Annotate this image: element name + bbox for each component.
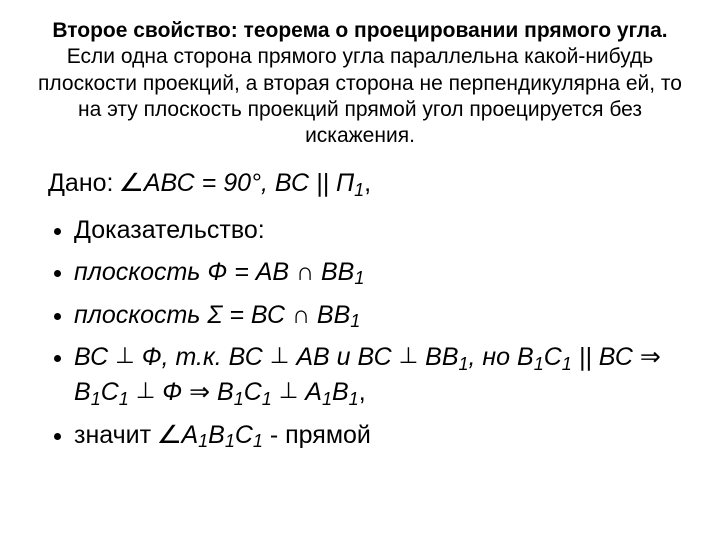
heading-rest: Если одна сторона прямого угла параллель… xyxy=(38,45,682,147)
given-line: Дано: ∠АВС = 90°, ВС || П1, xyxy=(48,167,682,202)
given-expr: ∠АВС = 90°, ВС || П1 xyxy=(120,169,364,197)
angle-symbol: ∠ xyxy=(156,419,182,453)
bullet-plane-sigma: плоскость Σ = ВС ∩ ВВ1 xyxy=(74,299,682,334)
bullet-plane-phi: плоскость Ф = АВ ∩ ВВ1 xyxy=(74,256,682,291)
angle-symbol: ∠ xyxy=(119,167,145,201)
bullet-conclusion: значит ∠А1В1С1 - прямой xyxy=(74,419,682,454)
slide-root: Второе свойство: теорема о проецировании… xyxy=(0,0,720,540)
slide-heading: Второе свойство: теорема о проецировании… xyxy=(38,18,682,149)
heading-bold: Второе свойство: теорема о проецировании… xyxy=(52,19,667,42)
given-trailing: , xyxy=(364,169,371,197)
bullet-proof-label: Доказательство: xyxy=(74,214,682,248)
given-prefix: Дано: xyxy=(48,169,120,197)
proof-list: Доказательство: плоскость Ф = АВ ∩ ВВ1 п… xyxy=(48,214,682,454)
bullet-perp-chain: ВС ⊥ Ф, т.к. ВС ⊥ АВ и ВС ⊥ ВВ1, но В1С1… xyxy=(74,341,682,411)
